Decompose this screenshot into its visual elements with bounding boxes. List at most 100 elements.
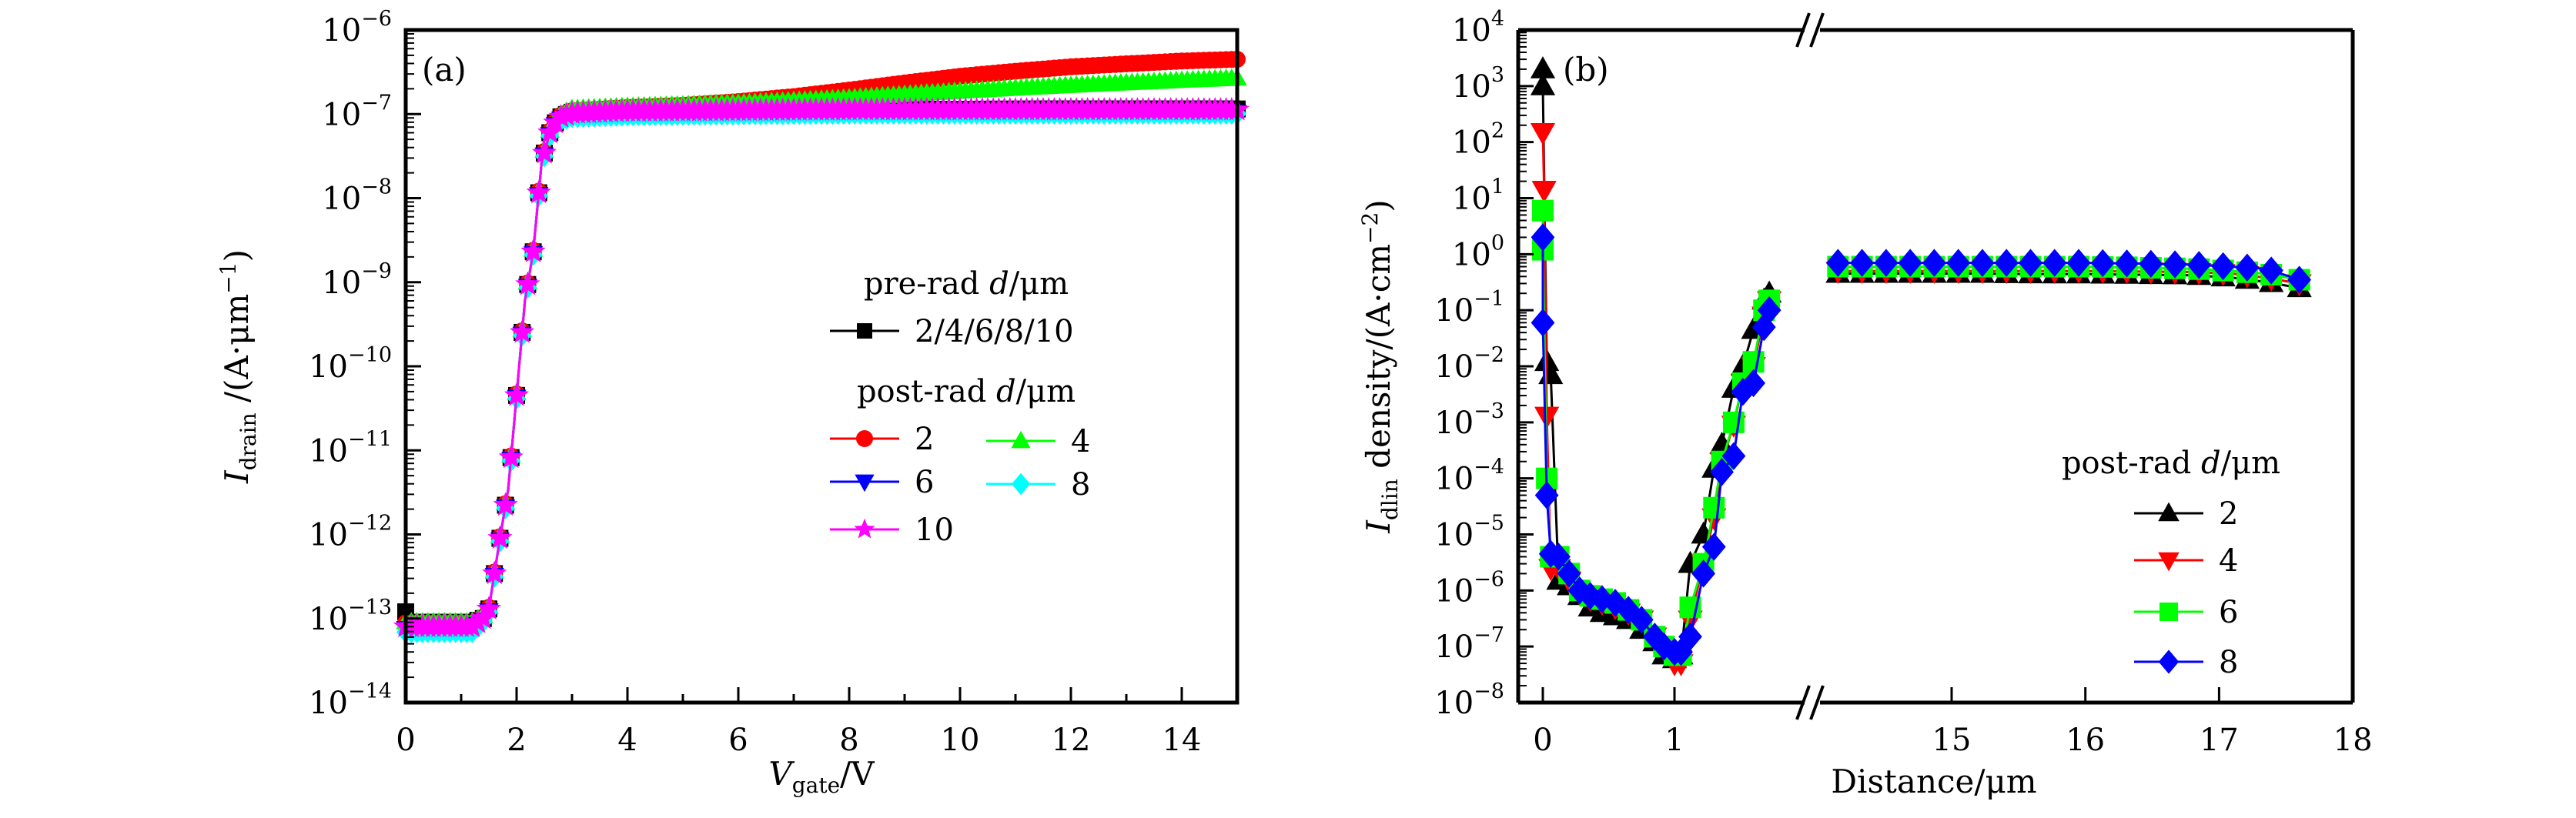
y-tick-label: 104 (1452, 7, 1504, 48)
legend-title-post-rad: post-rad d/μm (857, 374, 1076, 409)
data-point (1731, 378, 1755, 406)
y-tick-label: 10−1 (1434, 287, 1504, 329)
x-title-sub: gate (792, 773, 840, 798)
data-point (2259, 256, 2283, 285)
y-tick-exponent: −6 (1474, 567, 1504, 591)
y-tick-exponent: 3 (1491, 63, 1504, 87)
data-point (510, 319, 535, 343)
legend-marker-square (2159, 603, 2178, 621)
y-tick-label: 10−14 (309, 679, 392, 721)
panel-b-x-axis-title: Distance/μm (1831, 763, 2036, 800)
y-title-close: ) (218, 249, 256, 262)
panel-a-ticks: 0 2 4 6 8 10 12 1410−1410−1310−1210−1110−1010−9… (309, 7, 1239, 758)
data-point (1642, 623, 1667, 651)
axis-break-mark (1795, 685, 1811, 720)
legend-marker-triangle-up (1011, 430, 1031, 449)
y-tick-exponent: 2 (1491, 119, 1504, 143)
data-point (2287, 265, 2312, 294)
data-point (1922, 249, 1946, 277)
data-point (515, 271, 540, 295)
y-title-sub: drain (236, 412, 261, 470)
axis-break-mark (1809, 685, 1825, 720)
panel-a-y-axis-title: Idrain /(A·μm−1) (216, 249, 261, 484)
data-point (1722, 411, 1745, 433)
data-point (1825, 249, 1850, 277)
data-point (1532, 199, 1554, 222)
y-tick-base: 10 (309, 686, 348, 721)
data-point (1531, 309, 1555, 337)
x-tick-label: 18 (2333, 723, 2373, 758)
data-point (526, 179, 551, 204)
y-tick-exponent: −12 (348, 512, 392, 536)
y-tick-label: 10−6 (1434, 567, 1504, 609)
panel-b: 0 1 15 16 17 1810−810−710−610−510−410−310−210… (1357, 7, 2373, 800)
data-point (1531, 180, 1557, 203)
x-tick-label: 2 (507, 723, 526, 758)
y-tick-label: 10−5 (1434, 512, 1504, 553)
x-tick-label: 0 (1533, 723, 1552, 758)
data-point (1850, 249, 1875, 277)
legend-title-var: d (996, 374, 1016, 409)
panel-a-x-axis-title: Vgate/V (768, 755, 875, 798)
y-tick-label: 100 (1452, 231, 1504, 272)
x-tick-label: 12 (1052, 723, 1091, 758)
y-title-main: I (1360, 519, 1397, 534)
y-tick-exponent: −9 (361, 259, 392, 283)
data-point (2115, 249, 2139, 278)
data-point (2211, 252, 2236, 281)
y-tick-label: 102 (1452, 119, 1504, 161)
y-tick-exponent: −8 (361, 175, 392, 199)
y-tick-base: 10 (1434, 518, 1474, 553)
x-title-unit: /V (840, 755, 875, 793)
data-point (476, 596, 502, 619)
y-tick-label: 10−8 (1434, 679, 1504, 721)
x-tick-label: 14 (1163, 723, 1202, 758)
series-line (406, 59, 1238, 626)
data-point (465, 609, 490, 633)
data-point (1616, 596, 1641, 624)
legend-title-var: d (989, 266, 1009, 302)
y-tick-exponent: −3 (1474, 399, 1504, 423)
y-tick-base: 10 (322, 265, 361, 301)
legend-title-var: d (2201, 446, 2221, 481)
y-tick-exponent: −11 (348, 427, 392, 451)
legend-marker-diamond (1011, 472, 1031, 496)
legend-label: 4 (1071, 424, 1090, 459)
panel-a-axes-frame (403, 28, 1239, 705)
legend-label: 2 (915, 422, 934, 457)
panel-a: 0 2 4 6 8 10 12 1410−1410−1310−1210−1110−1010−9… (216, 7, 1250, 798)
legend-title-unit: /μm (2221, 446, 2280, 481)
series-post10 (393, 97, 1250, 637)
data-point (498, 444, 524, 469)
y-tick-base: 10 (322, 13, 361, 48)
y-title-close: ) (1360, 199, 1397, 212)
data-point (1557, 559, 1581, 588)
y-tick-exponent: 0 (1491, 231, 1504, 255)
y-title-sup: −1 (216, 262, 241, 293)
data-point (1530, 56, 1556, 78)
data-point (1874, 249, 1899, 277)
panel-a-data-marks (393, 51, 1250, 643)
y-tick-base: 10 (1452, 125, 1491, 161)
legend-marker-triangle-up (2158, 502, 2180, 522)
y-tick-label: 10−7 (1434, 623, 1504, 665)
axis-break-mark (1809, 12, 1825, 48)
series-b2 (1530, 56, 2312, 669)
data-point (1898, 249, 1922, 277)
x-tick-label: 10 (941, 723, 980, 758)
y-tick-base: 10 (309, 602, 348, 637)
legend-marker-triangle-down (2158, 552, 2180, 572)
panel-b-label: (b) (1563, 51, 1609, 88)
data-point (2042, 249, 2067, 277)
data-point (1703, 496, 1725, 519)
y-tick-exponent: −14 (348, 679, 392, 703)
legend-label: 8 (2219, 645, 2238, 680)
y-tick-exponent: −2 (1474, 343, 1504, 367)
data-point (1530, 73, 1556, 95)
y-tick-base: 10 (1452, 182, 1491, 217)
legend-marker-circle (856, 430, 873, 447)
y-tick-label: 10−9 (322, 259, 392, 301)
legend-title-unit: /μm (1016, 374, 1076, 409)
y-tick-base: 10 (1434, 573, 1474, 609)
y-title-sub: dlin (1377, 479, 1403, 520)
